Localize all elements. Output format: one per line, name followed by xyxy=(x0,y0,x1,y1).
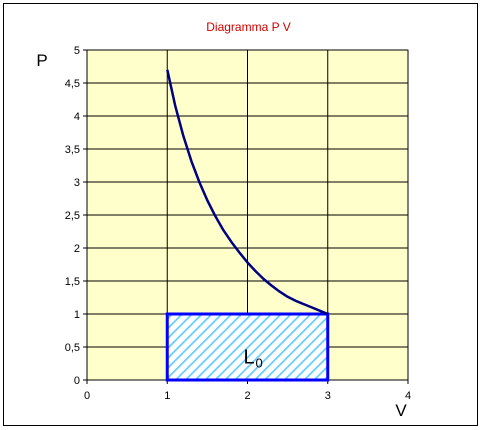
y-tick-label: 2 xyxy=(74,243,80,255)
y-tick-label: 0 xyxy=(74,375,80,387)
chart-title: Diagramma P V xyxy=(206,20,290,34)
y-tick-label: 4,5 xyxy=(65,78,80,90)
region-annotation: L 0 xyxy=(244,347,263,371)
y-tick-label: 1 xyxy=(74,309,80,321)
x-tick-label: 0 xyxy=(84,390,90,402)
y-tick-labels: 0 0,5 1 1,5 2 2,5 3 3,5 4 4,5 5 xyxy=(65,45,80,387)
y-tick-label: 4 xyxy=(74,111,80,123)
y-tick-label: 5 xyxy=(74,45,80,57)
y-tick-label: 3,5 xyxy=(65,144,80,156)
series-line xyxy=(166,69,329,316)
region-annotation-subscript: 0 xyxy=(256,356,263,371)
y-axis-label: P xyxy=(36,51,47,70)
x-tick-label: 4 xyxy=(405,390,411,402)
x-axis-label: V xyxy=(395,401,407,420)
y-tick-label: 1,5 xyxy=(65,276,80,288)
work-region xyxy=(165,312,330,382)
x-tick-label: 1 xyxy=(164,390,170,402)
x-tick-labels: 0 1 2 3 4 xyxy=(84,390,411,402)
y-tick-label: 0,5 xyxy=(65,342,80,354)
y-tick-label: 3 xyxy=(74,177,80,189)
region-annotation-letter: L xyxy=(244,347,255,369)
y-tick-label: 2,5 xyxy=(65,210,80,222)
x-tick-label: 2 xyxy=(244,390,250,402)
x-tick-label: 3 xyxy=(325,390,331,402)
